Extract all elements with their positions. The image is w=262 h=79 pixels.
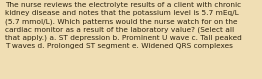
Text: The nurse reviews the electrolyte results of a client with chronic
kidney diseas: The nurse reviews the electrolyte result… xyxy=(5,2,242,49)
